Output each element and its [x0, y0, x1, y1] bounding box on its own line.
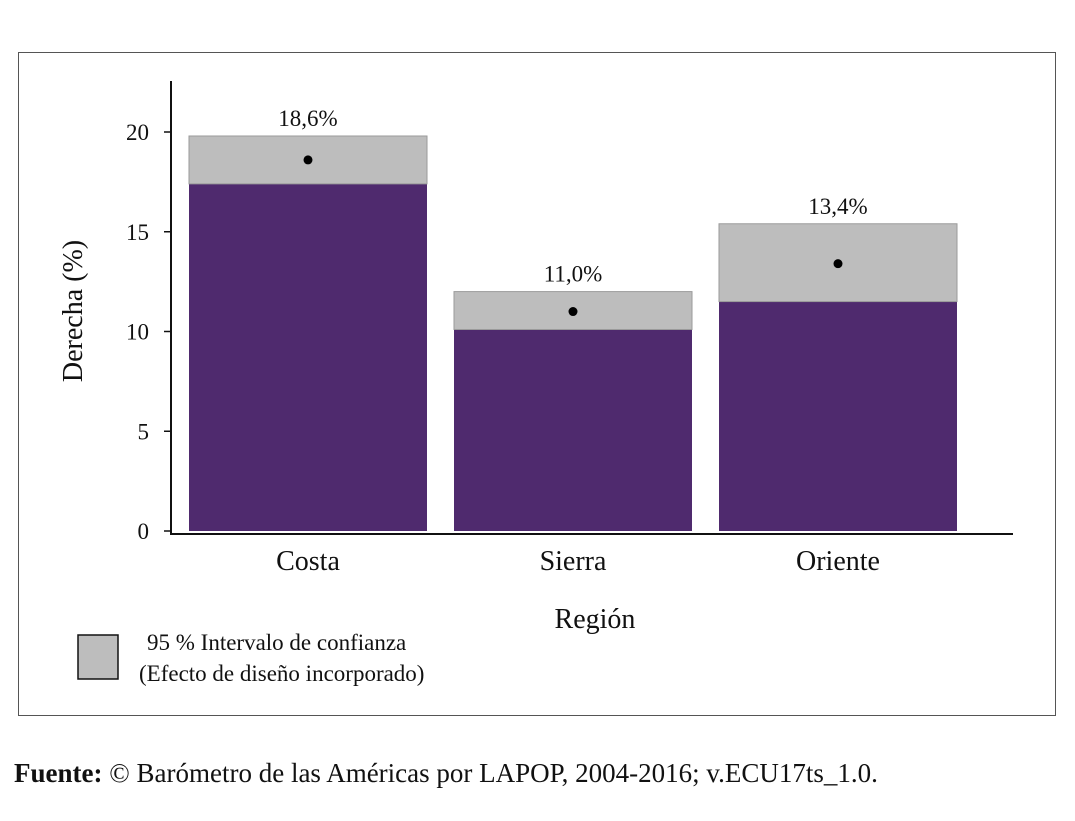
bar-sierra — [454, 329, 692, 531]
data-label-oriente: 13,4% — [808, 194, 867, 219]
source-text: © Barómetro de las Américas por LAPOP, 2… — [109, 758, 878, 788]
category-label-oriente: Oriente — [796, 546, 880, 577]
legend-line-1: 95 % Intervalo de confianza — [147, 630, 406, 655]
source-note: Fuente: © Barómetro de las Américas por … — [14, 758, 878, 789]
bar-costa — [189, 183, 427, 531]
point-estimate-oriente — [833, 259, 843, 269]
y-axis-title: Derecha (%) — [58, 240, 89, 382]
y-tick-label-10: 10 — [126, 320, 149, 345]
chart-frame: 0 5 10 15 20 18,6% Costa 11,0% Sierra 13,4% Orien… — [18, 52, 1056, 716]
point-estimate-sierra — [568, 307, 578, 317]
source-label: Fuente: — [14, 758, 103, 788]
category-label-costa: Costa — [276, 546, 340, 577]
y-tick-label-15: 15 — [126, 220, 149, 245]
category-label-sierra: Sierra — [540, 546, 607, 577]
legend-line-2: (Efecto de diseño incorporado) — [139, 661, 424, 686]
legend-swatch — [77, 634, 119, 680]
point-estimate-costa — [303, 155, 313, 165]
data-label-sierra: 11,0% — [544, 262, 603, 287]
data-label-costa: 18,6% — [278, 106, 337, 131]
y-tick-label-20: 20 — [126, 120, 149, 145]
x-axis-title: Región — [555, 604, 636, 635]
bar-chart: 0 5 10 15 20 18,6% Costa 11,0% Sierra 13,4% Orien… — [58, 81, 1013, 686]
bar-oriente — [719, 301, 957, 531]
y-tick-label-0: 0 — [138, 519, 150, 544]
y-tick-label-5: 5 — [138, 419, 150, 444]
